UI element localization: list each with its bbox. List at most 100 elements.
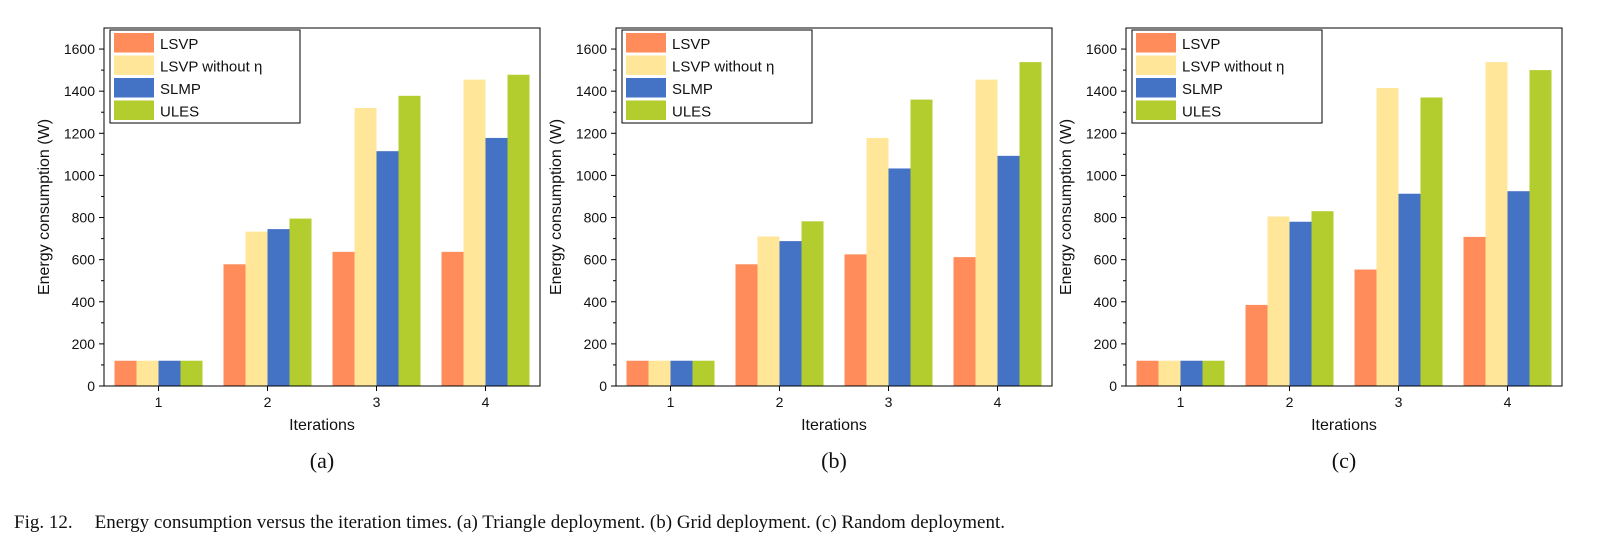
bar-SLMP-3 (888, 168, 911, 386)
bar-LSVP-without-eta-2 (245, 231, 268, 386)
legend-label: SLMP (1182, 81, 1223, 98)
bar-ULES-1 (692, 360, 715, 386)
y-tick-label: 600 (72, 252, 96, 268)
bar-SLMP-3 (376, 151, 399, 386)
legend-swatch (114, 33, 154, 53)
panel-label: (a) (310, 448, 334, 473)
y-axis-label: Energy consumption (W) (1058, 119, 1075, 295)
legend-label: LSVP (672, 36, 710, 53)
x-tick-label: 1 (1177, 394, 1185, 410)
x-axis-label: Iterations (801, 417, 867, 434)
bar-LSVP-without-eta-4 (463, 79, 486, 386)
y-tick-label: 1600 (1086, 41, 1117, 57)
legend-label: ULES (160, 104, 199, 121)
bar-ULES-3 (1420, 97, 1443, 387)
x-tick-label: 4 (994, 394, 1002, 410)
bar-LSVP-3 (844, 254, 867, 386)
bar-SLMP-3 (1398, 193, 1421, 386)
bar-ULES-2 (289, 218, 312, 386)
caption-text: Energy consumption versus the iteration … (94, 512, 1006, 533)
bar-LSVP-4 (441, 251, 464, 386)
panel-label: (b) (821, 448, 847, 473)
bar-ULES-4 (507, 74, 530, 386)
bar-LSVP-without-eta-3 (1376, 88, 1399, 387)
y-tick-label: 1000 (1086, 167, 1117, 183)
y-tick-label: 400 (1094, 294, 1118, 310)
bar-LSVP-without-eta-4 (1485, 62, 1508, 387)
bar-ULES-1 (180, 360, 203, 386)
y-tick-label: 400 (584, 294, 608, 310)
y-tick-label: 1400 (576, 83, 607, 99)
y-tick-label: 1600 (576, 41, 607, 57)
bar-LSVP-1 (1136, 360, 1159, 386)
bar-LSVP-4 (953, 257, 976, 386)
bar-ULES-2 (1311, 211, 1334, 386)
x-tick-label: 1 (667, 394, 675, 410)
legend-label: SLMP (672, 81, 713, 98)
legend-label: LSVP (160, 36, 198, 53)
legend-swatch (1136, 78, 1176, 98)
bar-LSVP-2 (735, 264, 758, 386)
bar-SLMP-2 (267, 229, 290, 386)
y-tick-label: 1400 (64, 83, 95, 99)
bar-LSVP-without-eta-3 (354, 108, 377, 387)
bar-ULES-1 (1202, 360, 1225, 386)
y-tick-label: 0 (599, 378, 607, 394)
bar-LSVP-3 (1354, 269, 1377, 386)
legend-swatch (1136, 100, 1176, 120)
plot-frame (103, 27, 541, 387)
x-tick-label: 4 (482, 394, 490, 410)
y-axis-label: Energy consumption (W) (36, 119, 53, 295)
legend-swatch (1136, 55, 1176, 75)
bar-LSVP-without-eta-3 (866, 137, 889, 386)
y-tick-label: 1000 (64, 167, 95, 183)
x-tick-label: 2 (264, 394, 272, 410)
bar-SLMP-1 (1180, 360, 1203, 386)
legend-label: SLMP (160, 81, 201, 98)
bar-SLMP-1 (158, 360, 181, 386)
y-tick-label: 1200 (64, 125, 95, 141)
bar-ULES-2 (801, 221, 824, 386)
bar-LSVP-1 (114, 360, 137, 386)
bar-ULES-3 (398, 95, 421, 386)
legend: LSVP LSVP without η SLMP ULES (109, 29, 301, 124)
legend: LSVP LSVP without η SLMP ULES (621, 29, 813, 124)
bar-ULES-4 (1529, 70, 1552, 387)
bar-LSVP-without-eta-2 (1267, 216, 1290, 386)
y-tick-label: 200 (1094, 336, 1118, 352)
bar-LSVP-2 (223, 264, 246, 386)
legend-swatch (626, 55, 666, 75)
plot-frame (1125, 27, 1563, 387)
x-tick-label: 2 (776, 394, 784, 410)
bar-SLMP-2 (779, 241, 802, 386)
bar-SLMP-4 (997, 155, 1020, 386)
bar-ULES-3 (910, 99, 933, 386)
y-tick-label: 1400 (1086, 83, 1117, 99)
y-tick-label: 600 (1094, 252, 1118, 268)
y-tick-label: 1200 (1086, 125, 1117, 141)
bar-SLMP-1 (670, 360, 693, 386)
bar-SLMP-4 (485, 137, 508, 386)
x-tick-label: 3 (1395, 394, 1403, 410)
legend-label: LSVP without η (672, 59, 774, 76)
y-tick-label: 600 (584, 252, 608, 268)
y-tick-label: 1000 (576, 167, 607, 183)
legend-swatch (1136, 33, 1176, 53)
x-tick-label: 3 (885, 394, 893, 410)
y-tick-label: 0 (87, 378, 95, 394)
bar-LSVP-1 (626, 360, 649, 386)
y-tick-label: 200 (72, 336, 96, 352)
bar-LSVP-4 (1463, 236, 1486, 386)
bar-LSVP-without-eta-1 (1158, 360, 1181, 386)
legend-swatch (114, 100, 154, 120)
bar-LSVP-without-eta-2 (757, 236, 780, 386)
x-tick-label: 4 (1504, 394, 1512, 410)
y-tick-label: 800 (584, 210, 608, 226)
bar-LSVP-3 (332, 251, 355, 386)
legend: LSVP LSVP without η SLMP ULES (1131, 29, 1323, 124)
legend-swatch (626, 78, 666, 98)
legend-swatch (114, 78, 154, 98)
bar-LSVP-2 (1245, 304, 1268, 386)
bar-LSVP-without-eta-1 (136, 360, 159, 386)
